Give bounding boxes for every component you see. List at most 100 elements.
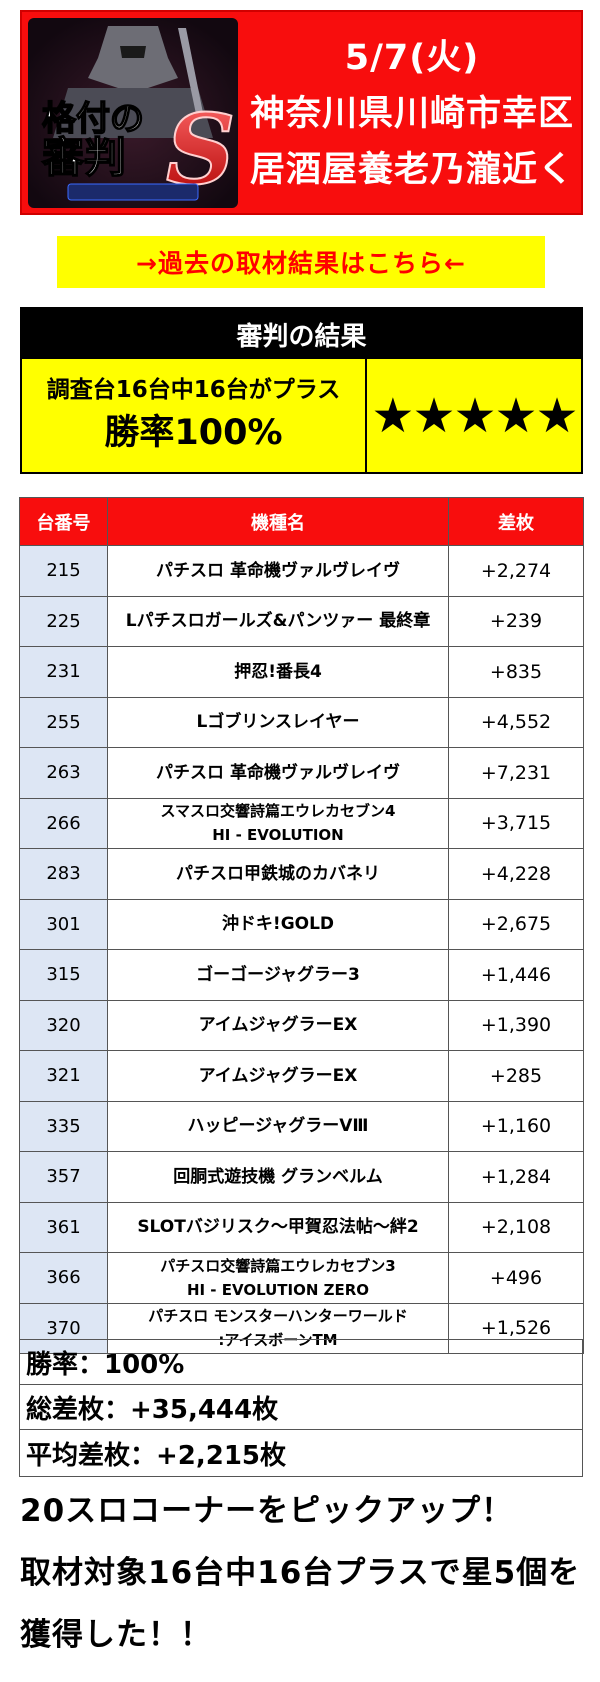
table-row: 320 アイムジャグラーEX +1,390 — [19, 999, 584, 1051]
machine-diff: +1,446 — [448, 949, 584, 1001]
machine-diff: +3,715 — [448, 797, 584, 849]
machine-name: スマスロ交響詩篇エウレカセブン4 HI - EVOLUTION — [107, 797, 449, 849]
machine-diff: +239 — [448, 595, 584, 647]
machine-diff: +2,274 — [448, 545, 584, 597]
summary-total-diff: 総差枚：+35,444枚 — [20, 1385, 582, 1430]
machine-number: 231 — [19, 646, 108, 698]
machine-name-line-1: 押忍!番長4 — [234, 661, 322, 682]
machine-name-line-2: HI - EVOLUTION ZERO — [186, 1280, 370, 1299]
machine-number: 215 — [19, 545, 108, 597]
machine-number: 255 — [19, 696, 108, 748]
machine-name-line-1: SLOTバジリスク～甲賀忍法帖～絆2 — [137, 1217, 419, 1238]
machine-diff: +1,390 — [448, 999, 584, 1051]
table-row: 255 Lゴブリンスレイヤー +4,552 — [19, 696, 584, 748]
machine-name: アイムジャグラーEX — [107, 999, 449, 1051]
machine-name-line-1: 回胴式遊技機 グランベルム — [173, 1166, 383, 1187]
location-line-1: 神奈川県川崎市幸区 — [249, 94, 574, 134]
table-row: 335 ハッピージャグラーVⅢ +1,160 — [19, 1100, 584, 1152]
machine-name-line-1: ハッピージャグラーVⅢ — [187, 1116, 369, 1137]
machine-diff: +7,231 — [448, 747, 584, 799]
machine-diff: +1,160 — [448, 1100, 584, 1152]
machine-number: 283 — [19, 848, 108, 900]
header-number: 台番号 — [19, 497, 108, 546]
machine-number: 321 — [19, 1050, 108, 1102]
summary-win-rate: 勝率：100% — [20, 1340, 582, 1385]
table-row: 301 沖ドキ!GOLD +2,675 — [19, 898, 584, 950]
machine-diff: +4,228 — [448, 848, 584, 900]
table-row: 370 パチスロ モンスターハンターワールド :アイスボーンTM +1,526 — [19, 1302, 584, 1354]
machine-name-line-1: スマスロ交響詩篇エウレカセブン4 — [160, 802, 396, 821]
machine-name-line-1: Lパチスロガールズ&パンツァー 最終章 — [125, 611, 431, 632]
header-diff: 差枚 — [448, 497, 584, 546]
result-win-rate: 勝率100% — [104, 412, 283, 453]
machine-number: 357 — [19, 1151, 108, 1203]
kakuzuke-shinpan-logo: 格付の 審判 S — [28, 18, 238, 208]
table-header-row: 台番号 機種名 差枚 — [19, 497, 584, 546]
table-row: 231 押忍!番長4 +835 — [19, 646, 584, 698]
machine-diff: +285 — [448, 1050, 584, 1102]
machine-name: パチスロ交響詩篇エウレカセブン3 HI - EVOLUTION ZERO — [107, 1252, 449, 1304]
machine-name: Lパチスロガールズ&パンツァー 最終章 — [107, 595, 449, 647]
machine-diff: +1,284 — [448, 1151, 584, 1203]
table-row: 263 パチスロ 革命機ヴァルヴレイヴ +7,231 — [19, 747, 584, 799]
table-row: 283 パチスロ甲鉄城のカバネリ +4,228 — [19, 848, 584, 900]
machine-name-line-1: パチスロ交響詩篇エウレカセブン3 — [160, 1256, 396, 1275]
machine-name-line-1: パチスロ甲鉄城のカバネリ — [176, 863, 380, 884]
table-row: 315 ゴーゴージャグラー3 +1,446 — [19, 949, 584, 1001]
machine-name: パチスロ甲鉄城のカバネリ — [107, 848, 449, 900]
machine-name-line-1: 沖ドキ!GOLD — [221, 914, 335, 935]
footer-line-3: 獲得した！！ — [20, 1617, 212, 1653]
machine-name: 沖ドキ!GOLD — [107, 898, 449, 950]
machine-name: アイムジャグラーEX — [107, 1050, 449, 1102]
machine-name: 押忍!番長4 — [107, 646, 449, 698]
machine-name-line-1: アイムジャグラーEX — [198, 1065, 358, 1086]
table-row: 225 Lパチスロガールズ&パンツァー 最終章 +239 — [19, 595, 584, 647]
banner-text: 5/7(火) 神奈川県川崎市幸区 居酒屋養老乃瀧近く — [242, 30, 582, 198]
past-results-link[interactable]: →過去の取材結果はこちら← — [57, 236, 545, 288]
machine-number: 263 — [19, 747, 108, 799]
machine-number: 266 — [19, 797, 108, 849]
machine-name: ハッピージャグラーVⅢ — [107, 1100, 449, 1152]
result-summary-line: 調査台16台中16台がプラス — [46, 376, 341, 403]
machine-name: パチスロ 革命機ヴァルヴレイヴ — [107, 747, 449, 799]
table-row: 366 パチスロ交響詩篇エウレカセブン3 HI - EVOLUTION ZERO +4… — [19, 1252, 584, 1304]
machine-number: 315 — [19, 949, 108, 1001]
machine-number: 366 — [19, 1252, 108, 1304]
machine-name: SLOTバジリスク～甲賀忍法帖～絆2 — [107, 1201, 449, 1253]
machine-number: 370 — [19, 1302, 108, 1354]
event-date: 5/7(火) — [344, 38, 480, 78]
machine-number: 320 — [19, 999, 108, 1051]
summary-average-diff: 平均差枚：+2,215枚 — [26, 1440, 287, 1471]
table-row: 215 パチスロ 革命機ヴァルヴレイヴ +2,274 — [19, 545, 584, 597]
machine-name-line-1: Lゴブリンスレイヤー — [196, 712, 360, 733]
machine-name: パチスロ 革命機ヴァルヴレイヴ — [107, 545, 449, 597]
machine-name: ゴーゴージャグラー3 — [107, 949, 449, 1001]
machine-name-line-1: パチスロ 革命機ヴァルヴレイヴ — [156, 762, 400, 783]
svg-text:格付の: 格付の — [42, 99, 144, 139]
machine-diff: +496 — [448, 1252, 584, 1304]
result-title: 審判の結果 — [22, 309, 581, 359]
svg-text:審判: 審判 — [41, 133, 126, 182]
table-row: 361 SLOTバジリスク～甲賀忍法帖～絆2 +2,108 — [19, 1201, 584, 1253]
machine-number: 361 — [19, 1201, 108, 1253]
footer-description: 20スロコーナーをピックアップ！ 取材対象16台中16台プラスで星5個を 獲得し… — [20, 1480, 585, 1666]
table-row: 321 アイムジャグラーEX +285 — [19, 1050, 584, 1102]
machine-name: 回胴式遊技機 グランベルム — [107, 1151, 449, 1203]
machine-name-line-2: :アイスボーンTM — [218, 1331, 338, 1350]
footer-line-2: 取材対象16台中16台プラスで星5個を — [20, 1555, 581, 1591]
machine-diff: +4,552 — [448, 696, 584, 748]
machine-name-line-1: アイムジャグラーEX — [198, 1015, 358, 1036]
machine-number: 335 — [19, 1100, 108, 1152]
machine-diff: +835 — [448, 646, 584, 698]
machine-name-line-1: パチスロ モンスターハンターワールド — [148, 1307, 408, 1326]
machine-number: 225 — [19, 595, 108, 647]
table-row: 266 スマスロ交響詩篇エウレカセブン4 HI - EVOLUTION +3,715 — [19, 797, 584, 849]
star-rating: ★★★★★ — [367, 359, 581, 472]
machine-diff: +2,675 — [448, 898, 584, 950]
machine-diff: +1,526 — [448, 1302, 584, 1354]
header-banner: 格付の 審判 S 5/7(火) 神奈川県川崎市幸区 居酒屋養老乃瀧近く — [20, 10, 583, 215]
footer-line-1: 20スロコーナーをピックアップ！ — [20, 1493, 514, 1529]
header-machine: 機種名 — [107, 497, 449, 546]
machine-results-table: 台番号 機種名 差枚 215 パチスロ 革命機ヴァルヴレイヴ +2,274 225 Lパ… — [19, 497, 584, 1354]
machine-name: Lゴブリンスレイヤー — [107, 696, 449, 748]
